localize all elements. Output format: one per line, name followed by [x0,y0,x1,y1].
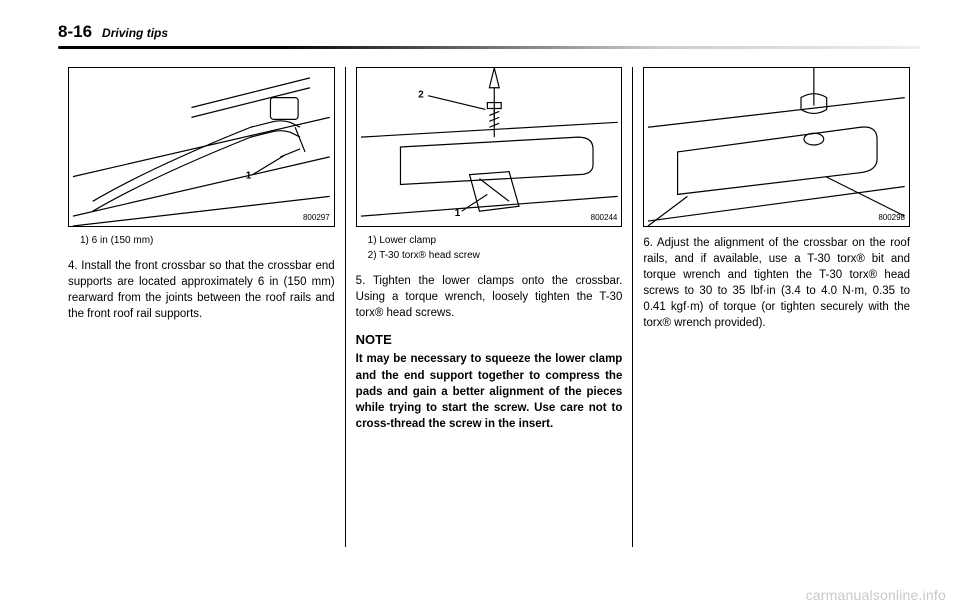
figure-alignment: 800298 [643,67,910,227]
manual-page: 8-16 Driving tips [0,0,960,567]
figure-lower-clamp: 2 1 800244 [356,67,623,227]
watermark: carmanualsonline.info [806,587,946,603]
col2-paragraph-1: 5. Tighten the lower clamps onto the cro… [356,273,623,321]
figure-2-caption: 1) Lower clamp 2) T-30 torx® head screw [368,233,623,263]
content-columns: 1 800297 1) 6 in (150 mm) 4. Install the… [58,67,920,547]
figure-1-caption-line-1: 1) 6 in (150 mm) [80,233,335,248]
column-1: 1 800297 1) 6 in (150 mm) 4. Install the… [58,67,345,547]
figure-1-svg: 1 [69,68,334,226]
note-body: It may be necessary to squeeze the lower… [356,351,623,431]
column-2: 2 1 800244 1) Lower clamp 2) T-30 torx® … [345,67,633,547]
figure-crossbar-install: 1 800297 [68,67,335,227]
section-title: Driving tips [102,26,168,40]
figure-3-svg [644,68,909,226]
figure-3-id: 800298 [878,212,905,223]
figure-2-id: 800244 [591,212,618,223]
figure-1-caption: 1) 6 in (150 mm) [80,233,335,248]
figure-2-callout-1: 1 [454,208,460,219]
figure-1-callout-1: 1 [246,171,252,182]
page-number: 8-16 [58,22,92,42]
header-rule [58,46,920,49]
figure-1-id: 800297 [303,212,330,223]
note-heading: NOTE [356,331,623,349]
page-header: 8-16 Driving tips [58,22,920,42]
figure-2-svg: 2 1 [357,68,622,226]
column-3: 800298 6. Adjust the alignment of the cr… [632,67,920,547]
figure-2-caption-line-2: 2) T-30 torx® head screw [368,248,623,263]
col1-paragraph-1: 4. Install the front crossbar so that th… [68,258,335,322]
figure-2-caption-line-1: 1) Lower clamp [368,233,623,248]
figure-2-callout-2: 2 [418,90,424,101]
col3-paragraph-1: 6. Adjust the alignment of the crossbar … [643,235,910,332]
